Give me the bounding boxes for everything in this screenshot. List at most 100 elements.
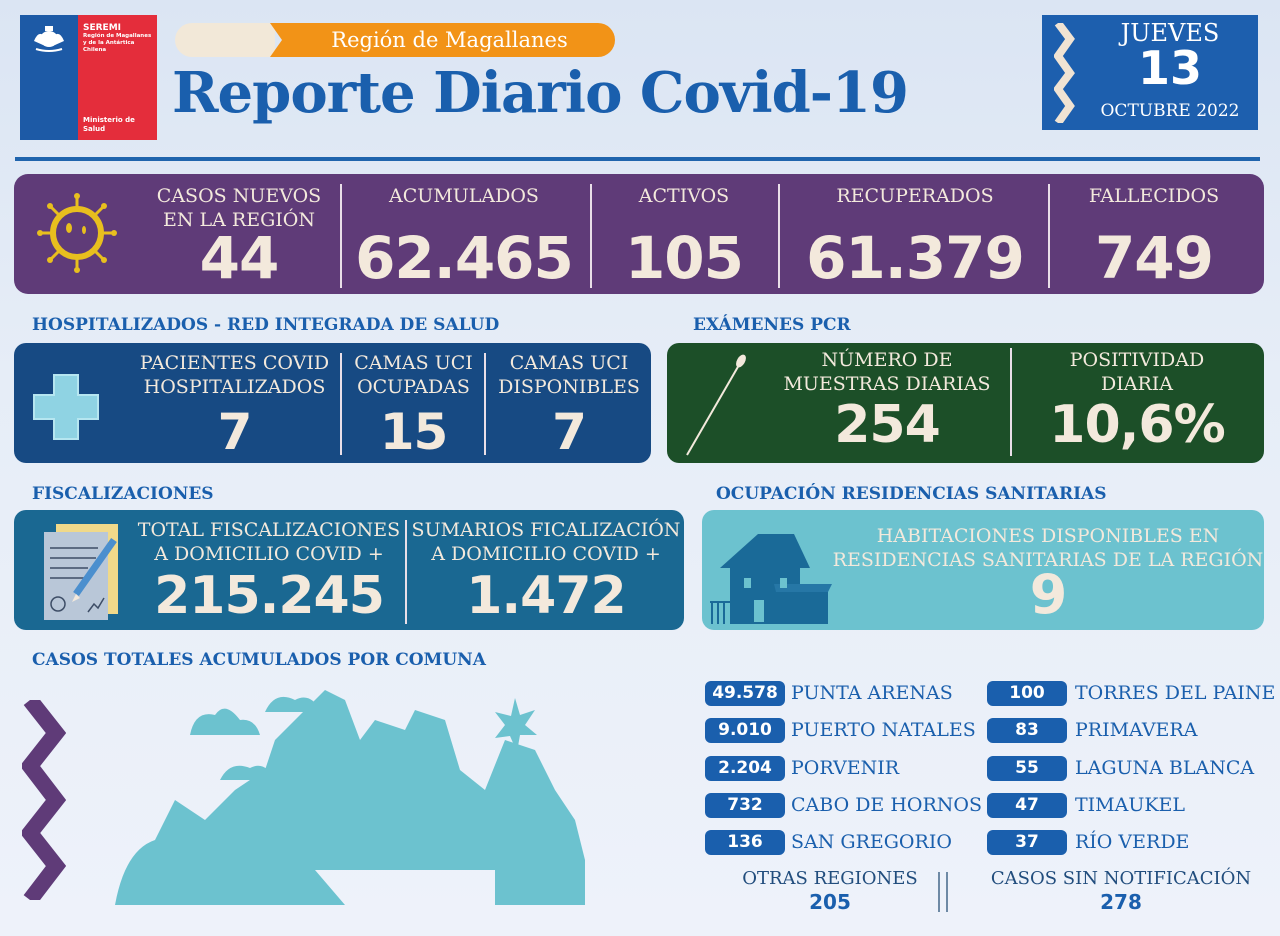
stat-label: CASOS NUEVOS EN LA REGIÓN — [134, 184, 344, 232]
comuna-value-badge: 2.204 — [705, 756, 785, 781]
zigzag-decoration-icon — [22, 700, 66, 900]
hospitalizados-panel: PACIENTES COVID HOSPITALIZADOS 7 CAMAS U… — [14, 343, 651, 463]
chile-coat-of-arms-icon — [34, 26, 64, 52]
stat-label-line2: MUESTRAS DIARIAS — [783, 373, 991, 395]
residencias-value: 9 — [1029, 563, 1068, 626]
date-weekday: JUEVES — [1120, 19, 1220, 47]
swab-icon — [686, 354, 746, 456]
stat-value: 215.245 — [154, 566, 385, 626]
comuna-value-badge: 37 — [987, 830, 1067, 855]
stat-muestras-diarias: NÚMERO DE MUESTRAS DIARIAS 254 — [767, 343, 1007, 463]
date-day: 13 — [1137, 41, 1202, 95]
stat-value: 15 — [379, 403, 449, 461]
stat-total-fiscalizaciones: TOTAL FISCALIZACIONES A DOMICILIO COVID … — [136, 510, 402, 630]
comuna-name: RÍO VERDE — [1075, 831, 1190, 853]
section-title-residencias: OCUPACIÓN RESIDENCIAS SANITARIAS — [716, 484, 1107, 504]
stat-label-line1: PACIENTES COVID — [139, 352, 330, 374]
stat-casos-nuevos: CASOS NUEVOS EN LA REGIÓN 44 — [134, 174, 344, 294]
stat-pacientes-hospitalizados: PACIENTES COVID HOSPITALIZADOS 7 — [122, 343, 347, 463]
stat-fallecidos: FALLECIDOS 749 — [1054, 174, 1254, 294]
medical-cross-icon — [33, 374, 99, 440]
divider — [1048, 184, 1050, 288]
comuna-name: TORRES DEL PAINE — [1075, 682, 1276, 704]
fiscalizaciones-panel: TOTAL FISCALIZACIONES A DOMICILIO COVID … — [14, 510, 684, 630]
stat-activos: ACTIVOS 105 — [594, 174, 774, 294]
otras-regiones-value: 205 — [809, 890, 851, 914]
casos-sin-notificacion-label: CASOS SIN NOTIFICACIÓN — [990, 868, 1252, 889]
stat-value: 62.465 — [355, 224, 574, 292]
divider — [590, 184, 592, 288]
stat-label-line2: OCUPADAS — [357, 376, 470, 398]
region-label: Región de Magallanes — [270, 23, 615, 57]
region-banner-texture — [175, 23, 275, 57]
date-month-year: OCTUBRE 2022 — [1100, 101, 1240, 121]
comuna-name: LAGUNA BLANCA — [1075, 757, 1255, 779]
residencias-label: HABITACIONES DISPONIBLES EN RESIDENCIAS … — [832, 524, 1264, 572]
logo-org: SEREMI — [83, 23, 122, 33]
comuna-value-badge: 136 — [705, 830, 785, 855]
comuna-value-badge: 83 — [987, 718, 1067, 743]
stat-label-line1: SUMARIOS FICALIZACIÓN — [411, 519, 681, 541]
divider — [946, 872, 948, 912]
comuna-name: SAN GREGORIO — [791, 831, 952, 853]
comuna-value-badge: 100 — [987, 681, 1067, 706]
stat-label-line2: DISPONIBLES — [498, 376, 640, 398]
stat-label: CAMAS UCI OCUPADAS — [346, 351, 481, 399]
section-title-fiscalizaciones: FISCALIZACIONES — [32, 484, 214, 504]
stat-acumulados: ACUMULADOS 62.465 — [344, 174, 584, 294]
torres-del-paine-mountains-illustration — [115, 690, 585, 905]
otras-regiones-label: OTRAS REGIONES — [742, 868, 918, 889]
stat-value: 10,6% — [1049, 395, 1225, 455]
stat-label-line1: POSITIVIDAD — [1069, 349, 1205, 371]
pcr-panel: NÚMERO DE MUESTRAS DIARIAS 254 POSITIVID… — [667, 343, 1264, 463]
residencias-label-line1: HABITACIONES DISPONIBLES EN — [876, 525, 1220, 547]
logo-region-line3: Chilena — [83, 47, 107, 53]
casos-sin-notificacion-value: 278 — [1100, 890, 1142, 914]
divider — [484, 353, 486, 455]
divider — [405, 520, 407, 624]
divider — [938, 872, 940, 912]
stat-value: 105 — [624, 224, 744, 292]
comuna-name: PUNTA ARENAS — [791, 682, 953, 704]
seremi-logo: SEREMI Región de Magallanes y de la Antá… — [20, 15, 157, 140]
comuna-value-badge: 9.010 — [705, 718, 785, 743]
stat-value: 749 — [1094, 224, 1214, 292]
stat-label: SUMARIOS FICALIZACIÓN A DOMICILIO COVID … — [410, 518, 682, 566]
comuna-value-badge: 47 — [987, 793, 1067, 818]
comuna-name: PRIMAVERA — [1075, 719, 1198, 741]
stat-positividad-diaria: POSITIVIDAD DIARIA 10,6% — [1017, 343, 1257, 463]
divider — [340, 184, 342, 288]
virus-icon — [37, 193, 117, 273]
logo-red-block: SEREMI Región de Magallanes y de la Antá… — [78, 15, 157, 140]
stat-label-line1: CASOS NUEVOS — [156, 185, 322, 207]
stat-label: CAMAS UCI DISPONIBLES — [490, 351, 648, 399]
stat-label: ACUMULADOS — [389, 185, 539, 207]
comuna-value-badge: 49.578 — [705, 681, 785, 706]
comuna-name: PUERTO NATALES — [791, 719, 976, 741]
page-title: Reporte Diario Covid-19 — [172, 60, 909, 126]
stat-value: 7 — [217, 403, 253, 461]
stat-label-line2: A DOMICILIO COVID + — [154, 543, 384, 565]
stat-camas-uci-disponibles: CAMAS UCI DISPONIBLES 7 — [490, 343, 648, 463]
comuna-value-badge: 55 — [987, 756, 1067, 781]
comuna-name: PORVENIR — [791, 757, 900, 779]
stat-label-line1: TOTAL FISCALIZACIONES — [137, 519, 401, 541]
stat-camas-uci-ocupadas: CAMAS UCI OCUPADAS 15 — [346, 343, 481, 463]
stat-label: POSITIVIDAD DIARIA — [1017, 348, 1257, 396]
summary-stats-bar: CASOS NUEVOS EN LA REGIÓN 44 ACUMULADOS … — [14, 174, 1264, 294]
divider — [340, 353, 342, 455]
residencias-label-line2: RESIDENCIAS SANITARIAS DE LA REGIÓN — [832, 549, 1264, 571]
stat-label: TOTAL FISCALIZACIONES A DOMICILIO COVID … — [136, 518, 402, 566]
section-title-hospitalizados: HOSPITALIZADOS - RED INTEGRADA DE SALUD — [32, 315, 500, 335]
logo-ministry: Ministerio de Salud — [83, 116, 135, 134]
stat-label: ACTIVOS — [638, 185, 730, 207]
logo-ministry-line1: Ministerio de — [83, 116, 135, 124]
stat-value: 44 — [199, 224, 280, 292]
stat-sumarios-fiscalizacion: SUMARIOS FICALIZACIÓN A DOMICILIO COVID … — [410, 510, 682, 630]
region-banner: Región de Magallanes — [175, 23, 615, 57]
stat-recuperados: RECUPERADOS 61.379 — [784, 174, 1046, 294]
section-title-comunas: CASOS TOTALES ACUMULADOS POR COMUNA — [32, 650, 486, 670]
document-pen-icon — [44, 524, 118, 620]
stat-label: RECUPERADOS — [836, 185, 994, 207]
stat-label-line2: DIARIA — [1101, 373, 1173, 395]
